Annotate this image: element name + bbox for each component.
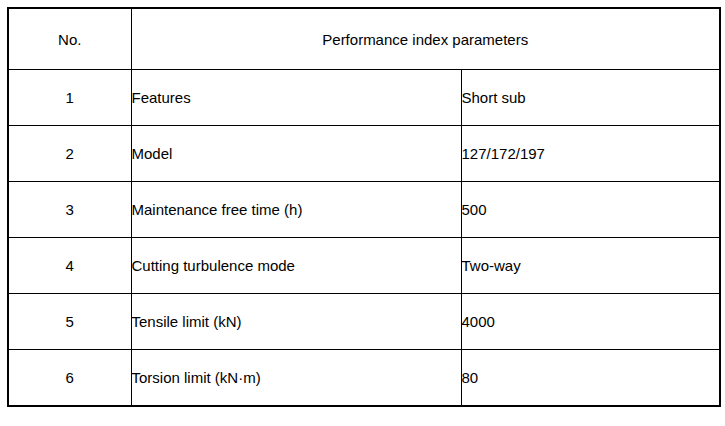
row-number-cell: 1 xyxy=(8,70,131,126)
value-cell: 500 xyxy=(461,182,720,238)
performance-table: No. Performance index parameters 1 Featu… xyxy=(7,7,721,407)
value-cell: 4000 xyxy=(461,294,720,350)
table-row: 6 Torsion limit (kN·m) 80 xyxy=(8,350,720,407)
value-cell: Short sub xyxy=(461,70,720,126)
row-number-cell: 6 xyxy=(8,350,131,407)
row-number-cell: 4 xyxy=(8,238,131,294)
header-params-cell: Performance index parameters xyxy=(131,8,720,70)
header-no-cell: No. xyxy=(8,8,131,70)
value-cell: Two-way xyxy=(461,238,720,294)
table-row: 4 Cutting turbulence mode Two-way xyxy=(8,238,720,294)
table-row: 2 Model 127/172/197 xyxy=(8,126,720,182)
table-row: 5 Tensile limit (kN) 4000 xyxy=(8,294,720,350)
row-number-cell: 5 xyxy=(8,294,131,350)
feature-cell: Model xyxy=(131,126,461,182)
feature-cell: Features xyxy=(131,70,461,126)
feature-cell: Cutting turbulence mode xyxy=(131,238,461,294)
table-row: 1 Features Short sub xyxy=(8,70,720,126)
feature-cell: Maintenance free time (h) xyxy=(131,182,461,238)
feature-cell: Tensile limit (kN) xyxy=(131,294,461,350)
row-number-cell: 3 xyxy=(8,182,131,238)
row-number-cell: 2 xyxy=(8,126,131,182)
value-cell: 127/172/197 xyxy=(461,126,720,182)
table-header-row: No. Performance index parameters xyxy=(8,8,720,70)
feature-cell: Torsion limit (kN·m) xyxy=(131,350,461,407)
value-cell: 80 xyxy=(461,350,720,407)
table-row: 3 Maintenance free time (h) 500 xyxy=(8,182,720,238)
document-page: No. Performance index parameters 1 Featu… xyxy=(0,0,725,426)
